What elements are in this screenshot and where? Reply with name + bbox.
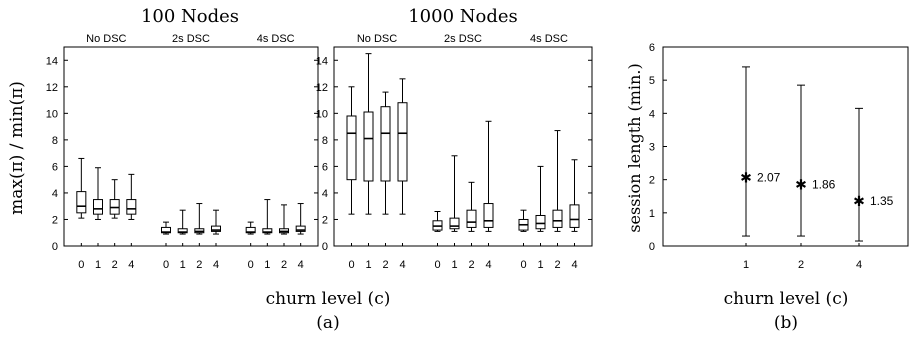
- errorbar-session-length: 0 1 2 3 4 5 6 ✱ 2.07 1 ✱ 1.86 2 ✱ 1.35 4: [649, 42, 894, 271]
- data-label: 1.35: [870, 194, 894, 208]
- group-label: 2s DSC: [444, 33, 482, 45]
- panel-label-a: (a): [316, 313, 339, 333]
- plot-frame-100-nodes: [63, 46, 319, 247]
- y-tick-label: 14: [316, 55, 328, 67]
- y-tick-label: 10: [46, 108, 58, 120]
- x-tick-label: 4: [399, 259, 405, 271]
- box: [295, 225, 306, 232]
- xlabel-churn-a: churn level (c): [266, 289, 391, 309]
- box: [126, 199, 137, 215]
- y-tick-label: 12: [46, 82, 58, 94]
- y-tick-label: 1: [649, 208, 655, 220]
- box: [466, 209, 477, 228]
- x-tick-label: 4: [298, 259, 304, 271]
- x-tick-label: 1: [180, 259, 186, 271]
- data-point-marker: ✱: [740, 169, 752, 185]
- x-tick-label: 0: [78, 259, 84, 271]
- ylabel-ratio-text: max(π) / min(π): [7, 81, 27, 215]
- xlabel-churn-a-text: churn level (c): [266, 289, 391, 309]
- data-point-marker: ✱: [853, 193, 865, 209]
- y-tick-label: 4: [52, 188, 58, 200]
- y-tick-label: 12: [316, 82, 328, 94]
- box: [93, 199, 103, 215]
- panel-label-b: (b): [774, 313, 798, 333]
- x-tick-label: 2: [554, 259, 560, 271]
- x-tick-label: 2: [382, 259, 388, 271]
- x-tick-label: 0: [163, 259, 169, 271]
- x-tick-label: 4: [856, 259, 862, 271]
- title-1000-nodes: 1000 Nodes: [408, 6, 518, 27]
- box: [569, 204, 580, 228]
- x-tick-label: 1: [451, 259, 457, 271]
- x-tick-label: 0: [348, 259, 354, 271]
- plot-frame-session-length: [662, 46, 909, 247]
- y-tick-label: 4: [649, 108, 655, 120]
- y-tick-label: 10: [316, 108, 328, 120]
- x-tick-label: 2: [798, 259, 804, 271]
- y-tick-label: 5: [649, 75, 655, 87]
- x-tick-label: 0: [434, 259, 440, 271]
- x-tick-label: 1: [95, 259, 101, 271]
- group-label: No DSC: [357, 33, 397, 45]
- x-tick-label: 2: [112, 259, 118, 271]
- box: [552, 209, 563, 228]
- xlabel-churn-b: churn level (c): [724, 289, 849, 309]
- group-label: 4s DSC: [257, 33, 295, 45]
- y-tick-label: 8: [322, 135, 328, 147]
- x-tick-label: 4: [571, 259, 577, 271]
- x-tick-label: 1: [264, 259, 270, 271]
- ylabel-session-text: session length (min.): [625, 63, 644, 232]
- xlabel-churn-b-text: churn level (c): [724, 289, 849, 309]
- x-tick-label: 2: [281, 259, 287, 271]
- data-point-marker: ✱: [795, 176, 807, 192]
- x-tick-label: 1: [537, 259, 543, 271]
- box: [535, 214, 546, 230]
- data-label: 1.86: [812, 177, 836, 191]
- x-tick-label: 2: [196, 259, 202, 271]
- x-tick-label: 0: [248, 259, 254, 271]
- y-tick-label: 2: [52, 214, 58, 226]
- y-tick-label: 3: [649, 142, 655, 154]
- x-tick-label: 4: [213, 259, 219, 271]
- plot-frame-1000-nodes: [333, 46, 593, 247]
- x-tick-label: 1: [743, 259, 749, 271]
- group-label: 2s DSC: [172, 33, 210, 45]
- x-tick-label: 0: [520, 259, 526, 271]
- y-tick-label: 14: [46, 55, 58, 67]
- y-tick-label: 2: [649, 175, 655, 187]
- y-tick-label: 0: [649, 241, 655, 253]
- x-tick-label: 4: [485, 259, 491, 271]
- x-tick-label: 2: [468, 259, 474, 271]
- box: [346, 115, 357, 181]
- y-tick-label: 2: [322, 214, 328, 226]
- box: [211, 225, 221, 232]
- x-tick-label: 4: [128, 259, 134, 271]
- y-tick-label: 0: [322, 241, 328, 253]
- box: [483, 203, 494, 228]
- y-tick-label: 6: [649, 42, 655, 54]
- box: [363, 111, 374, 182]
- box: [397, 102, 408, 182]
- y-tick-label: 8: [52, 135, 58, 147]
- group-label: 4s DSC: [530, 33, 568, 45]
- y-tick-label: 0: [52, 241, 58, 253]
- x-tick-label: 1: [365, 259, 371, 271]
- y-tick-label: 6: [52, 161, 58, 173]
- data-label: 2.07: [757, 170, 781, 184]
- y-tick-label: 6: [322, 161, 328, 173]
- y-tick-label: 4: [322, 188, 328, 200]
- box: [380, 106, 391, 182]
- box: [76, 191, 87, 214]
- box: [449, 217, 460, 230]
- title-100-nodes: 100 Nodes: [141, 6, 239, 27]
- group-label: No DSC: [86, 33, 126, 45]
- ylabel-ratio: max(π) / min(π): [7, 81, 27, 215]
- ylabel-session: session length (min.): [625, 63, 644, 232]
